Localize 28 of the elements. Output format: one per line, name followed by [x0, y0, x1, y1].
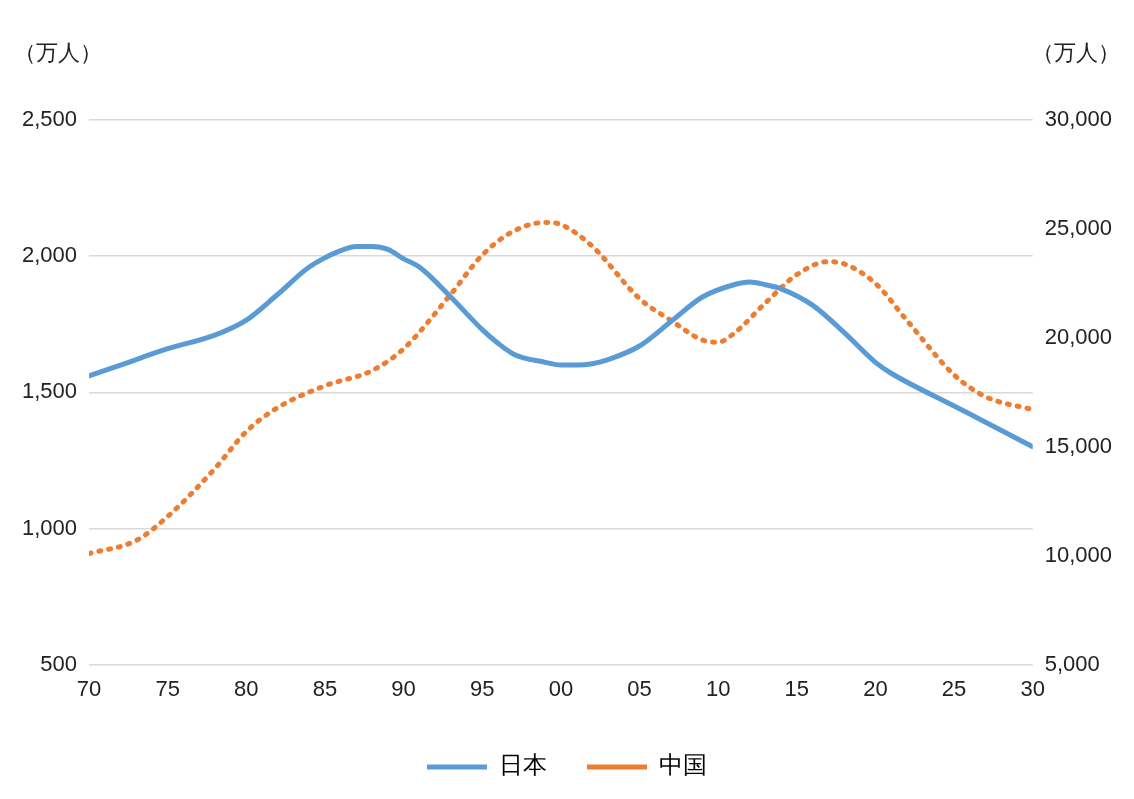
x-tick-label: 70 [76, 675, 102, 701]
x-tick-label: 05 [627, 675, 652, 701]
y2-tick-label: 15,000 [1044, 432, 1113, 458]
y2-tick-label: 20,000 [1044, 323, 1113, 349]
y-tick-label: 2,000 [21, 242, 78, 268]
x-tick-label: 95 [470, 675, 495, 701]
y2-axis-title: （万人） [1032, 39, 1120, 67]
x-tick-label: 30 [1020, 675, 1045, 701]
y2-tick-label: 10,000 [1044, 541, 1113, 567]
y2-tick-label: 30,000 [1044, 106, 1113, 132]
y-tick-label: 2,500 [21, 106, 78, 132]
y-axis-title: （万人） [14, 39, 102, 67]
y2-tick-label: 25,000 [1044, 214, 1113, 240]
y-tick-label: 1,500 [21, 378, 78, 404]
x-tick-label: 10 [705, 675, 731, 701]
x-tick-label: 80 [234, 675, 259, 701]
x-tick-label: 15 [784, 675, 810, 701]
x-tick-label: 75 [155, 675, 180, 701]
y-tick-label: 1,000 [21, 514, 78, 540]
x-tick-label: 85 [312, 675, 338, 701]
x-tick-label: 20 [863, 675, 888, 701]
legend-label: 中国 [659, 751, 707, 780]
y2-tick-label: 5,000 [1044, 650, 1100, 676]
x-tick-label: 90 [391, 675, 416, 701]
y-tick-label: 500 [40, 650, 78, 676]
x-tick-label: 25 [941, 675, 967, 701]
x-tick-label: 00 [548, 675, 574, 701]
legend-label: 日本 [499, 751, 547, 780]
